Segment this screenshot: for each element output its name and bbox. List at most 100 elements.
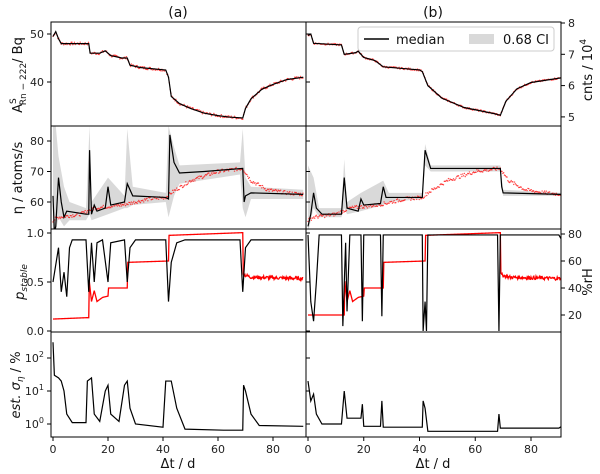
measured-point — [397, 201, 400, 203]
measured-point — [136, 64, 138, 67]
measured-point — [368, 205, 370, 208]
measured-point — [83, 211, 86, 213]
measured-point — [97, 207, 100, 209]
measured-point — [249, 179, 251, 182]
measured-point — [79, 41, 81, 43]
measured-point — [319, 213, 322, 216]
panel-a-row1 — [52, 30, 304, 121]
measured-point — [242, 118, 244, 120]
legend-ci-label: 0.68 CI — [503, 33, 549, 48]
measured-point — [548, 191, 551, 193]
measured-point — [517, 185, 519, 187]
measured-point — [219, 171, 222, 173]
median-line — [52, 238, 304, 302]
measured-point — [133, 200, 135, 203]
measured-point — [325, 215, 328, 217]
measured-point — [223, 170, 226, 172]
measured-point — [129, 201, 131, 204]
measured-point — [98, 53, 100, 56]
ylabel-sigma: est. ση / % — [9, 351, 26, 418]
measured-point — [179, 185, 181, 188]
measured-point — [136, 202, 138, 205]
median-line — [52, 342, 304, 431]
measured-point — [149, 66, 152, 69]
measured-point — [461, 175, 463, 178]
measured-point — [395, 202, 397, 204]
measured-point — [75, 214, 77, 216]
measured-point — [184, 184, 186, 186]
measured-point — [123, 204, 125, 206]
measured-point — [204, 175, 206, 177]
measured-point — [64, 216, 67, 219]
measured-point — [467, 172, 470, 175]
measured-point — [243, 171, 246, 173]
measured-point — [101, 206, 104, 208]
panel-frame — [50, 21, 307, 127]
measured-point — [455, 177, 457, 179]
measured-point — [124, 202, 126, 204]
panel-b-row1 — [307, 33, 561, 117]
measured-point — [526, 189, 528, 192]
measured-point — [71, 216, 73, 218]
measured-point — [321, 215, 323, 217]
measured-point — [209, 174, 212, 176]
x-tick-label: 0 — [305, 443, 312, 456]
measured-point — [73, 41, 76, 43]
y-right-tick-label: 60 — [568, 255, 582, 268]
measured-point — [143, 201, 145, 203]
measured-point — [286, 191, 288, 193]
measured-point — [324, 216, 326, 219]
measured-point — [457, 175, 460, 177]
measured-point — [541, 190, 543, 192]
panel-a-row2 — [52, 126, 304, 229]
measured-point — [363, 207, 365, 209]
measured-point — [208, 172, 210, 174]
measured-point — [315, 214, 318, 217]
measured-point — [301, 194, 303, 197]
ylabel-pstable: pstable — [13, 264, 30, 301]
measured-point — [425, 192, 427, 194]
measured-point — [70, 214, 72, 217]
measured-point — [116, 205, 119, 207]
measured-point — [185, 181, 187, 183]
measured-point — [255, 184, 257, 186]
measured-point — [501, 170, 503, 173]
measured-point — [189, 179, 191, 182]
measured-point — [57, 216, 59, 219]
measured-point — [459, 177, 461, 179]
measured-point — [419, 195, 421, 198]
measured-point — [404, 199, 406, 201]
measured-point — [531, 190, 533, 193]
panel-b-row4 — [307, 380, 561, 432]
x-tick-label: 0 — [50, 443, 57, 456]
measured-point — [393, 199, 395, 202]
measured-point — [119, 205, 121, 207]
measured-point — [79, 215, 81, 217]
measured-point — [424, 195, 426, 197]
measured-point — [466, 174, 468, 176]
measured-point — [554, 194, 557, 197]
measured-point — [514, 183, 517, 185]
y-right-tick-label: 5 — [568, 111, 575, 124]
measured-point — [487, 170, 490, 172]
y-tick-label: 50 — [30, 28, 44, 41]
measured-point — [175, 189, 177, 191]
measured-point — [509, 181, 512, 183]
measured-point — [52, 221, 54, 223]
x-tick-label: 80 — [266, 443, 280, 456]
y-tick-label: 1.0 — [27, 227, 45, 240]
measured-point — [462, 173, 464, 175]
measured-point — [543, 191, 545, 194]
measured-point — [162, 198, 165, 200]
measured-point — [447, 177, 450, 180]
measured-point — [252, 180, 255, 183]
measured-point — [189, 106, 191, 108]
measured-point — [436, 187, 438, 189]
x-tick-label: 80 — [524, 443, 538, 456]
measured-point — [262, 186, 265, 189]
measured-point — [355, 204, 358, 207]
measured-point — [360, 204, 363, 207]
measured-point — [257, 182, 260, 184]
median-line — [52, 30, 304, 119]
median-line — [307, 149, 561, 227]
